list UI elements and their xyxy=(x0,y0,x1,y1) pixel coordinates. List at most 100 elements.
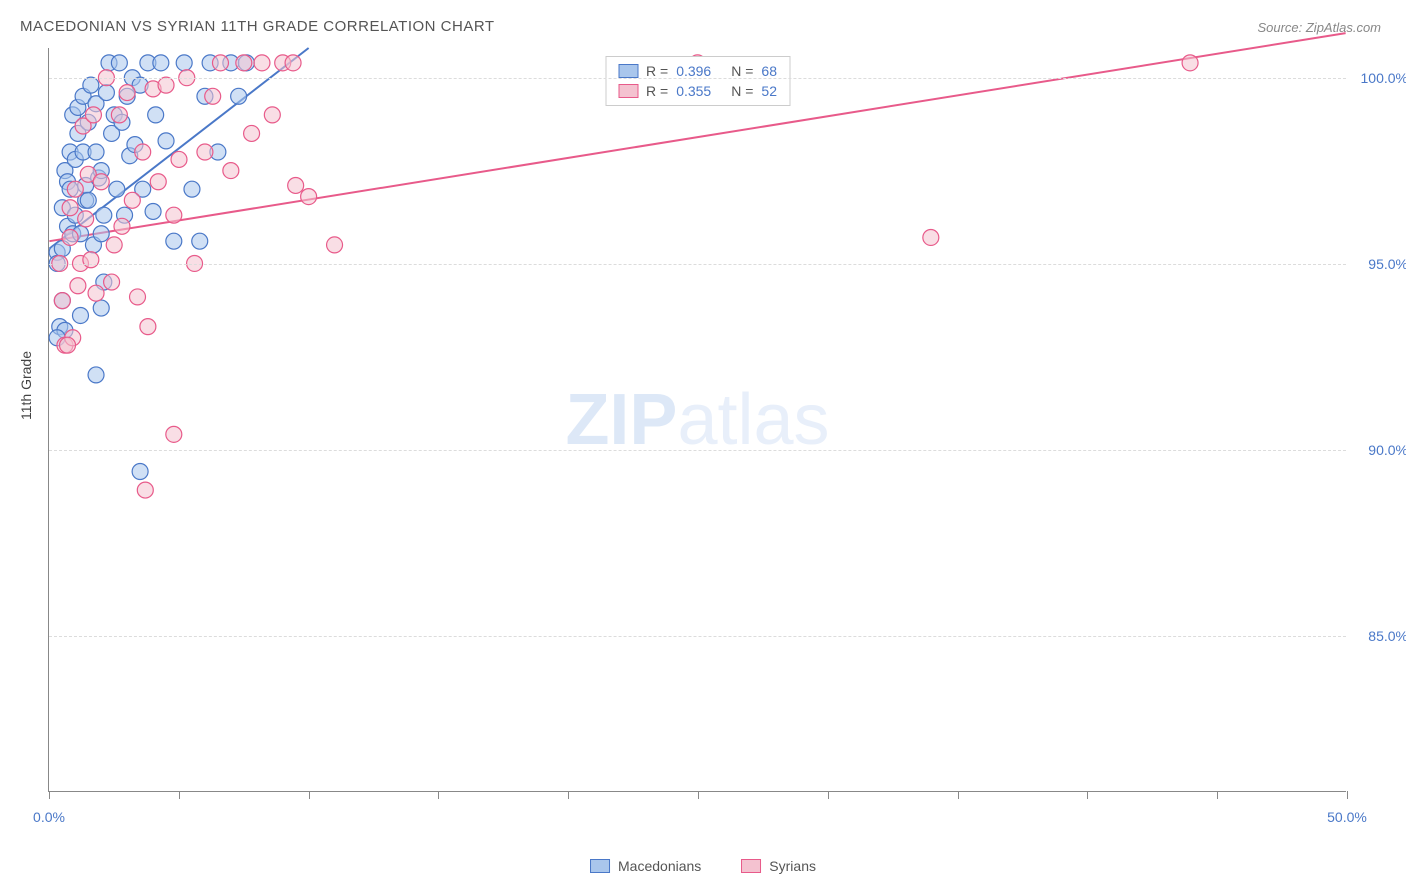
data-point xyxy=(88,285,104,301)
data-point xyxy=(1182,55,1198,71)
data-point xyxy=(85,107,101,123)
legend-series-label: Syrians xyxy=(769,858,816,874)
data-point xyxy=(104,274,120,290)
legend-n-label: N = xyxy=(731,63,753,79)
data-point xyxy=(72,307,88,323)
legend-correlation: R = 0.396 N = 68 R = 0.355 N = 52 xyxy=(605,56,790,106)
legend-correlation-row: R = 0.355 N = 52 xyxy=(606,81,789,101)
y-tick-label: 100.0% xyxy=(1361,70,1406,86)
data-point xyxy=(60,337,76,353)
x-tick xyxy=(1217,791,1218,799)
data-point xyxy=(184,181,200,197)
data-point xyxy=(158,133,174,149)
data-point xyxy=(192,233,208,249)
data-point xyxy=(54,293,70,309)
data-point xyxy=(140,319,156,335)
data-point xyxy=(98,85,114,101)
x-tick xyxy=(179,791,180,799)
source-label: Source: ZipAtlas.com xyxy=(1257,20,1381,35)
data-point xyxy=(205,88,221,104)
legend-series-item: Macedonians xyxy=(590,858,701,874)
data-point xyxy=(62,229,78,245)
x-tick xyxy=(438,791,439,799)
data-point xyxy=(132,464,148,480)
data-point xyxy=(327,237,343,253)
data-point xyxy=(153,55,169,71)
data-point xyxy=(96,207,112,223)
x-tick xyxy=(958,791,959,799)
x-tick xyxy=(1087,791,1088,799)
legend-swatch xyxy=(590,859,610,873)
data-point xyxy=(223,163,239,179)
legend-n-value: 68 xyxy=(761,63,777,79)
data-point xyxy=(106,237,122,253)
data-point xyxy=(197,144,213,160)
data-point xyxy=(80,192,96,208)
chart-svg xyxy=(49,48,1346,791)
data-point xyxy=(119,85,135,101)
data-point xyxy=(67,181,83,197)
data-point xyxy=(288,177,304,193)
data-point xyxy=(88,144,104,160)
data-point xyxy=(285,55,301,71)
data-point xyxy=(135,144,151,160)
data-point xyxy=(254,55,270,71)
data-point xyxy=(83,252,99,268)
x-tick-label: 0.0% xyxy=(33,809,65,825)
data-point xyxy=(236,55,252,71)
data-point xyxy=(83,77,99,93)
x-tick xyxy=(309,791,310,799)
data-point xyxy=(166,207,182,223)
data-point xyxy=(923,229,939,245)
data-point xyxy=(78,211,94,227)
data-point xyxy=(171,151,187,167)
data-point xyxy=(212,55,228,71)
data-point xyxy=(137,482,153,498)
data-point xyxy=(124,192,140,208)
legend-r-value: 0.396 xyxy=(676,63,711,79)
data-point xyxy=(231,88,247,104)
gridline xyxy=(49,264,1346,265)
legend-series-item: Syrians xyxy=(741,858,816,874)
data-point xyxy=(145,203,161,219)
data-point xyxy=(93,300,109,316)
plot-area: ZIPatlas R =0.396N =68R =0.355N =52 85.0… xyxy=(48,48,1346,792)
y-tick-label: 85.0% xyxy=(1368,628,1406,644)
x-tick xyxy=(698,791,699,799)
x-tick xyxy=(1347,791,1348,799)
data-point xyxy=(244,125,260,141)
data-point xyxy=(301,189,317,205)
data-point xyxy=(88,367,104,383)
data-point xyxy=(70,278,86,294)
chart-title: MACEDONIAN VS SYRIAN 11TH GRADE CORRELAT… xyxy=(20,18,495,35)
data-point xyxy=(148,107,164,123)
data-point xyxy=(93,226,109,242)
y-axis-label: 11th Grade xyxy=(18,351,34,420)
gridline xyxy=(49,636,1346,637)
data-point xyxy=(130,289,146,305)
data-point xyxy=(62,200,78,216)
legend-r-label: R = xyxy=(646,63,668,79)
x-tick-label: 50.0% xyxy=(1327,809,1367,825)
data-point xyxy=(111,107,127,123)
gridline xyxy=(49,78,1346,79)
legend-r-label: R = xyxy=(646,83,668,99)
data-point xyxy=(111,55,127,71)
y-tick-label: 90.0% xyxy=(1368,442,1406,458)
legend-swatch xyxy=(741,859,761,873)
gridline xyxy=(49,450,1346,451)
x-tick xyxy=(49,791,50,799)
data-point xyxy=(176,55,192,71)
x-tick xyxy=(568,791,569,799)
legend-swatch xyxy=(618,84,638,98)
legend-swatch xyxy=(618,64,638,78)
legend-r-value: 0.355 xyxy=(676,83,711,99)
data-point xyxy=(158,77,174,93)
y-tick-label: 95.0% xyxy=(1368,256,1406,272)
data-point xyxy=(109,181,125,197)
data-point xyxy=(166,233,182,249)
legend-n-value: 52 xyxy=(761,83,777,99)
legend-series-label: Macedonians xyxy=(618,858,701,874)
legend-n-label: N = xyxy=(731,83,753,99)
data-point xyxy=(114,218,130,234)
